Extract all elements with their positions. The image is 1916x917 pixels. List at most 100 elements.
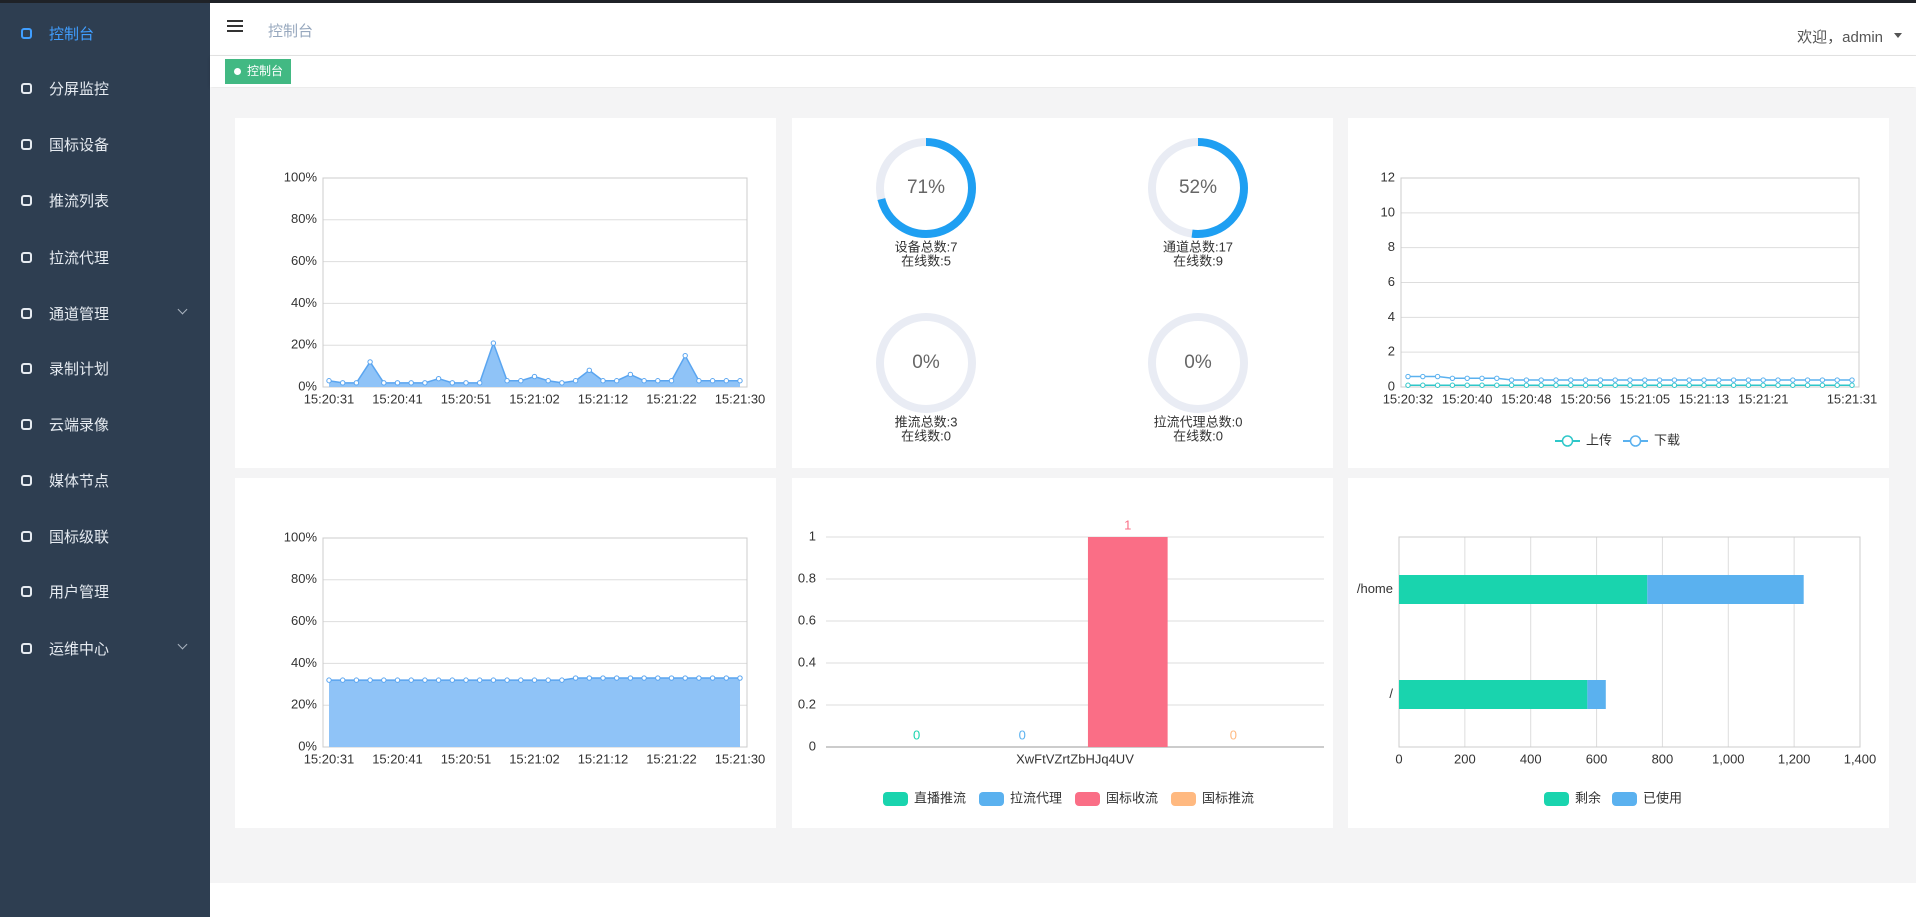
x-tick-label: 15:20:41 xyxy=(372,751,423,766)
y-tick-label: 10 xyxy=(1381,204,1395,219)
gauge-arc xyxy=(876,138,976,238)
point xyxy=(518,378,524,384)
point xyxy=(641,675,647,681)
gauge-arc xyxy=(1148,138,1248,238)
point xyxy=(381,677,387,683)
point xyxy=(408,677,414,683)
menu-item[interactable]: 推流列表 xyxy=(0,180,210,220)
point xyxy=(340,677,346,683)
gauge-caption: 设备总数:7 xyxy=(895,239,958,254)
user-greeting[interactable]: 欢迎，admin xyxy=(1797,29,1883,46)
menu-item[interactable]: 录制计划 xyxy=(0,348,210,388)
y-tick-label: 60% xyxy=(291,253,317,268)
point xyxy=(1582,382,1589,388)
point xyxy=(600,378,606,384)
menu-item[interactable]: 分屏监控 xyxy=(0,68,210,108)
point xyxy=(1671,382,1678,388)
x-tick-label: 15:20:32 xyxy=(1383,391,1434,406)
point xyxy=(1553,377,1559,383)
point xyxy=(1538,382,1544,388)
point xyxy=(477,677,483,683)
chart: 0 200 400 600 800 1,000 1,200 1,400/home / 剩余 已使用 xyxy=(1357,536,1876,806)
chart: 0 2 4 6 8 10 12 15:20:32 15:20:40 15:20:48 15:20:5… xyxy=(1381,169,1878,447)
point xyxy=(1730,382,1737,388)
point xyxy=(1612,382,1618,388)
y-tick-label: 80% xyxy=(291,571,317,586)
y-tick-label: 40% xyxy=(291,655,317,670)
menu-icon xyxy=(21,419,32,430)
point xyxy=(1849,377,1855,383)
legend-marker xyxy=(1629,435,1642,447)
point xyxy=(614,675,620,681)
tag-bar: 控制台 xyxy=(210,56,1916,87)
menu-item[interactable]: 媒体节点 xyxy=(0,460,210,500)
point xyxy=(394,380,401,386)
point xyxy=(696,675,702,681)
chart: 0% 20% 40% 60% 80% 100% 15:20:31 15:20:41 15:20:… xyxy=(284,169,766,406)
point xyxy=(435,375,442,382)
menu-item[interactable]: 云端录像 xyxy=(0,404,210,444)
point xyxy=(1701,382,1707,388)
x-tick-label: 15:21:02 xyxy=(509,751,560,766)
menu-icon xyxy=(21,475,32,486)
point xyxy=(1834,382,1840,388)
point xyxy=(709,675,716,681)
gauge-caption: 在线数:0 xyxy=(901,428,951,443)
menu-toggle[interactable] xyxy=(227,20,243,34)
menu-item[interactable]: 控制台 xyxy=(0,13,210,53)
x-tick-label: XwFtVZrtZbHJq4UV xyxy=(1016,751,1134,766)
point xyxy=(682,352,688,359)
y-tick-label: 0.4 xyxy=(798,654,816,669)
point xyxy=(709,378,716,384)
menu-item[interactable]: 国标级联 xyxy=(0,516,210,556)
menu-icon xyxy=(21,363,32,374)
x-tick-label: 0 xyxy=(1395,751,1402,766)
point xyxy=(1686,382,1692,388)
point xyxy=(1494,375,1500,381)
y-tick-label: / xyxy=(1389,686,1393,701)
legend-swatch xyxy=(979,792,1004,806)
point xyxy=(627,675,634,681)
gauge-value: 0% xyxy=(1184,352,1212,373)
point xyxy=(1804,382,1811,388)
point xyxy=(353,380,360,386)
menu-chevron xyxy=(177,304,188,315)
menu-chevron xyxy=(177,639,188,650)
point xyxy=(1819,382,1826,388)
point xyxy=(1568,382,1574,388)
x-tick-label: 15:21:22 xyxy=(646,391,697,406)
point xyxy=(449,380,456,386)
bar xyxy=(1087,537,1168,747)
tag[interactable]: 控制台 xyxy=(225,59,292,84)
point xyxy=(1479,382,1485,388)
menu-item[interactable]: 国标设备 xyxy=(0,124,210,164)
point xyxy=(1656,382,1663,388)
point xyxy=(1420,373,1426,380)
breadcrumb[interactable]: 控制台 xyxy=(268,23,314,40)
menu-item[interactable]: 用户管理 xyxy=(0,571,210,611)
menu-label: 控制台 xyxy=(49,26,95,43)
point xyxy=(1642,382,1648,388)
menu-item[interactable]: 通道管理 xyxy=(0,293,210,333)
x-tick-label: 15:21:12 xyxy=(578,751,629,766)
point xyxy=(1760,377,1766,383)
point xyxy=(1523,382,1530,388)
point xyxy=(381,380,387,386)
point xyxy=(1730,377,1737,383)
x-tick-label: 15:20:51 xyxy=(441,391,492,406)
menu-icon xyxy=(21,195,32,206)
legend-label: 国标推流 xyxy=(1202,790,1254,805)
chart: 0% 20% 40% 60% 80% 100% 15:20:31 15:20:41 15:20:… xyxy=(284,529,766,766)
chart: 0 0.2 0.4 0.6 0.8 1 XwFtVZrtZbHJq4UV 0 0 1 0 直播推流 拉流… xyxy=(798,517,1324,806)
gauge-caption: 通道总数:17 xyxy=(1163,239,1233,254)
menu-item[interactable]: 运维中心 xyxy=(0,628,210,668)
point xyxy=(1790,377,1796,383)
x-tick-label: 15:20:48 xyxy=(1501,391,1552,406)
gauge-track xyxy=(1148,313,1248,413)
user-caret[interactable] xyxy=(1894,33,1902,38)
menu-item[interactable]: 拉流代理 xyxy=(0,237,210,277)
point xyxy=(572,378,579,384)
y-tick-label: /home xyxy=(1357,581,1393,596)
point xyxy=(326,677,332,683)
x-tick-label: 15:21:05 xyxy=(1619,391,1670,406)
